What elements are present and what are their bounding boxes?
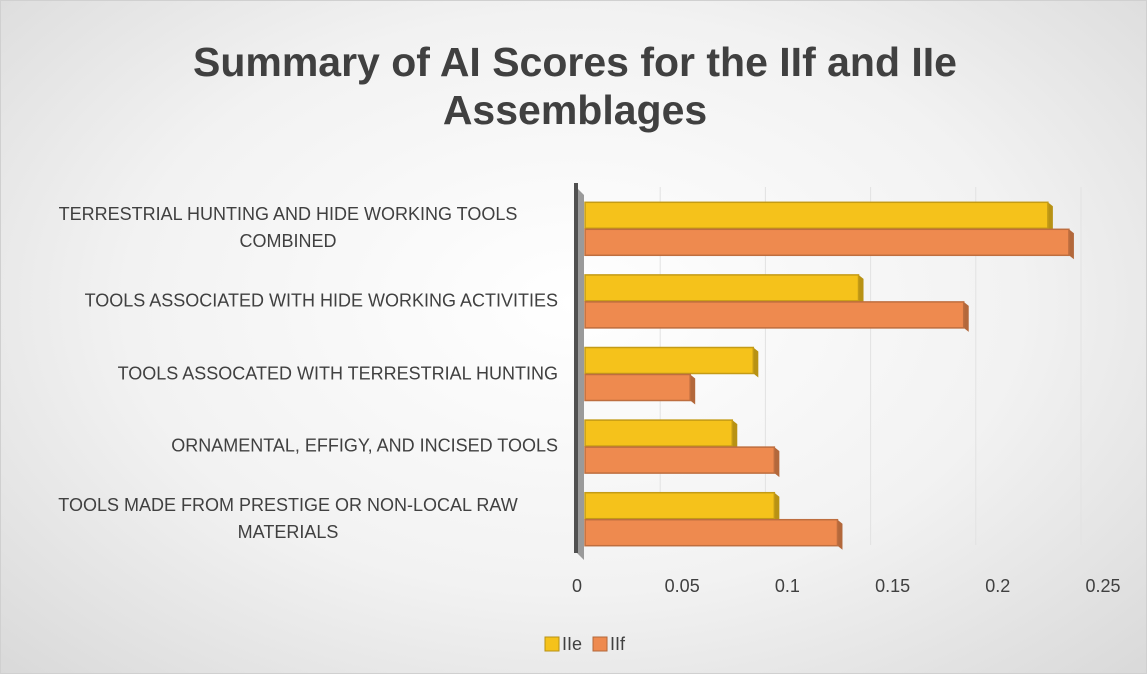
x-tick-label: 0	[572, 576, 582, 596]
bar	[584, 518, 839, 547]
bar	[584, 201, 1049, 230]
bar-side	[732, 420, 738, 451]
bar-side	[690, 374, 696, 405]
y-tick-label-text: ORNAMENTAL, EFFIGY, AND INCISED TOOLS	[171, 435, 558, 456]
chart-title: Summary of AI Scores for the IIf and IIe…	[193, 39, 957, 133]
y-tick-label: TOOLS ASSOCATED WITH TERRESTRIAL HUNTING	[10, 360, 558, 387]
bar	[584, 228, 1070, 257]
legend-swatch	[544, 636, 560, 652]
bar-side	[753, 347, 759, 378]
bar	[584, 491, 776, 520]
legend-swatch	[592, 636, 608, 652]
x-tick-label: 0.2	[985, 576, 1010, 596]
bar-side	[837, 519, 843, 550]
x-tick-label: 0.15	[875, 576, 910, 596]
y-tick-label: TOOLS MADE FROM PRESTIGE OR NON-LOCAL RA…	[10, 492, 558, 546]
bar	[584, 446, 776, 474]
bar-side	[774, 492, 780, 523]
bar	[584, 301, 965, 329]
bar	[584, 373, 691, 402]
bar	[584, 274, 860, 302]
y-tick-label-text: TOOLS ASSOCIATED WITH HIDE WORKING ACTIV…	[84, 290, 558, 311]
legend-label: IIf	[610, 634, 626, 654]
y-tick-label-text: TERRESTRIAL HUNTING AND HIDE WORKING TOO…	[58, 204, 518, 252]
y-tick-label: TOOLS ASSOCIATED WITH HIDE WORKING ACTIV…	[10, 287, 558, 314]
bar-side	[774, 447, 780, 478]
x-tick-label: 0.25	[1085, 576, 1120, 596]
y-tick-label-text: TOOLS MADE FROM PRESTIGE OR NON-LOCAL RA…	[58, 494, 518, 542]
y-tick-label: ORNAMENTAL, EFFIGY, AND INCISED TOOLS	[10, 433, 558, 460]
bar	[584, 346, 755, 375]
bar-side	[1047, 202, 1053, 233]
y-tick-label-text: TOOLS ASSOCATED WITH TERRESTRIAL HUNTING	[117, 363, 558, 383]
bar-side	[858, 274, 864, 305]
y-tick-label: TERRESTRIAL HUNTING AND HIDE WORKING TOO…	[10, 201, 558, 255]
x-tick-label: 0.1	[775, 576, 800, 596]
bar	[584, 419, 734, 447]
legend-label: IIe	[562, 634, 582, 654]
x-tick-label: 0.05	[665, 576, 700, 596]
bar-side	[1068, 229, 1074, 260]
bar-side	[963, 301, 969, 332]
